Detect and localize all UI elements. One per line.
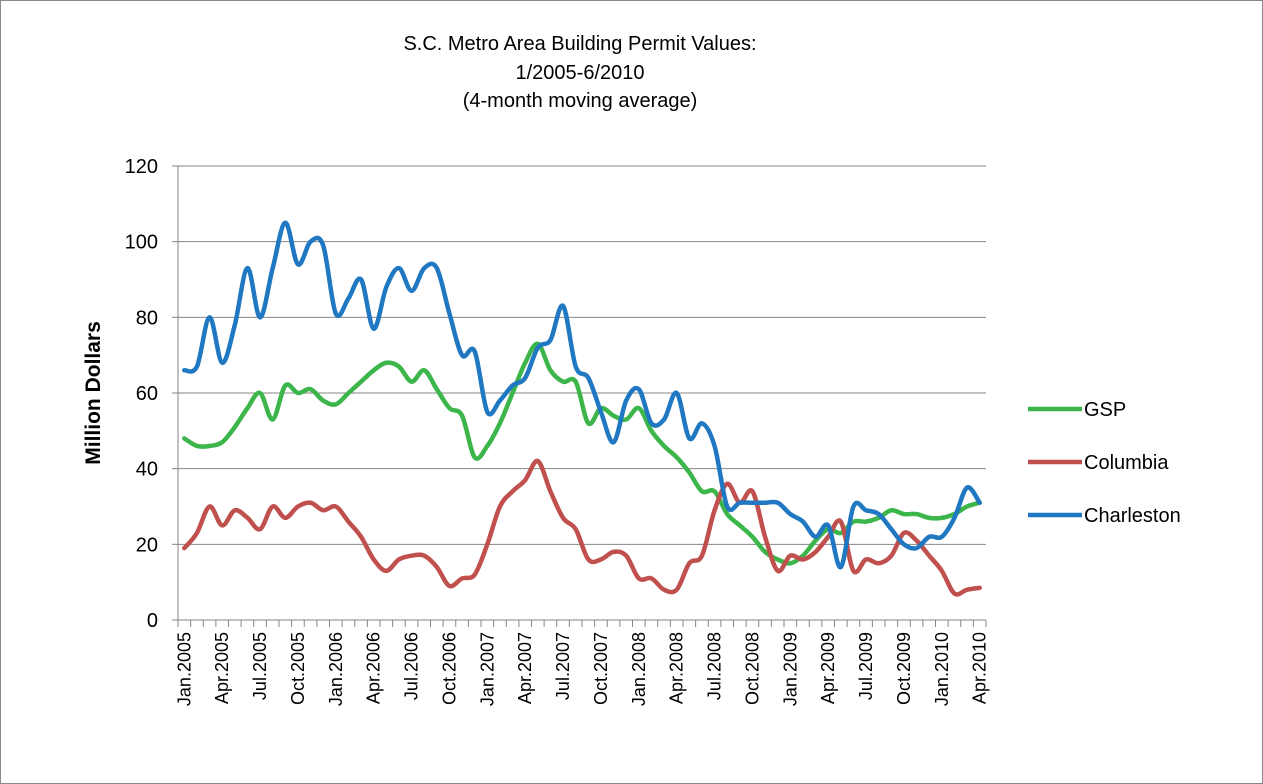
x-tick-label: Apr.2008	[667, 632, 687, 704]
y-tick-label: 120	[125, 156, 158, 178]
legend-label: GSP	[1084, 399, 1126, 421]
x-tick-label: Jan.2009	[780, 632, 800, 706]
x-tick-label: Apr.2010	[970, 632, 990, 704]
y-tick-label: 20	[136, 534, 158, 556]
y-tick-label: 60	[136, 383, 158, 405]
x-tick-label: Jul.2005	[250, 632, 270, 700]
y-tick-label: 0	[147, 610, 158, 632]
y-tick-label: 80	[136, 307, 158, 329]
x-tick-label: Jan.2010	[932, 632, 952, 706]
y-axis-title: Million Dollars	[82, 321, 105, 465]
x-tick-label: Apr.2005	[212, 632, 232, 704]
x-tick-label: Jan.2007	[477, 632, 497, 706]
x-tick-label: Apr.2006	[364, 632, 384, 704]
chart-title: (4-month moving average)	[463, 90, 698, 112]
legend-label: Columbia	[1084, 452, 1169, 474]
x-tick-label: Jul.2007	[553, 632, 573, 700]
x-tick-label: Jul.2006	[402, 632, 422, 700]
x-tick-label: Oct.2009	[894, 632, 914, 705]
x-tick-label: Oct.2007	[591, 632, 611, 705]
x-tick-label: Jul.2008	[705, 632, 725, 700]
x-tick-label: Oct.2006	[439, 632, 459, 705]
x-tick-label: Apr.2009	[818, 632, 838, 704]
x-tick-label: Oct.2008	[742, 632, 762, 705]
chart-title: S.C. Metro Area Building Permit Values:	[403, 33, 756, 55]
x-tick-label: Jan.2005	[174, 632, 194, 706]
legend-label: Charleston	[1084, 505, 1181, 527]
x-tick-label: Jan.2006	[326, 632, 346, 706]
x-tick-label: Apr.2007	[515, 632, 535, 704]
y-tick-label: 40	[136, 459, 158, 481]
line-series	[182, 220, 982, 570]
x-tick-label: Jan.2008	[629, 632, 649, 706]
x-tick-label: Jul.2009	[856, 632, 876, 700]
chart-title: 1/2005-6/2010	[515, 62, 644, 84]
y-tick-label: 100	[125, 232, 158, 254]
x-tick-label: Oct.2005	[288, 632, 308, 705]
